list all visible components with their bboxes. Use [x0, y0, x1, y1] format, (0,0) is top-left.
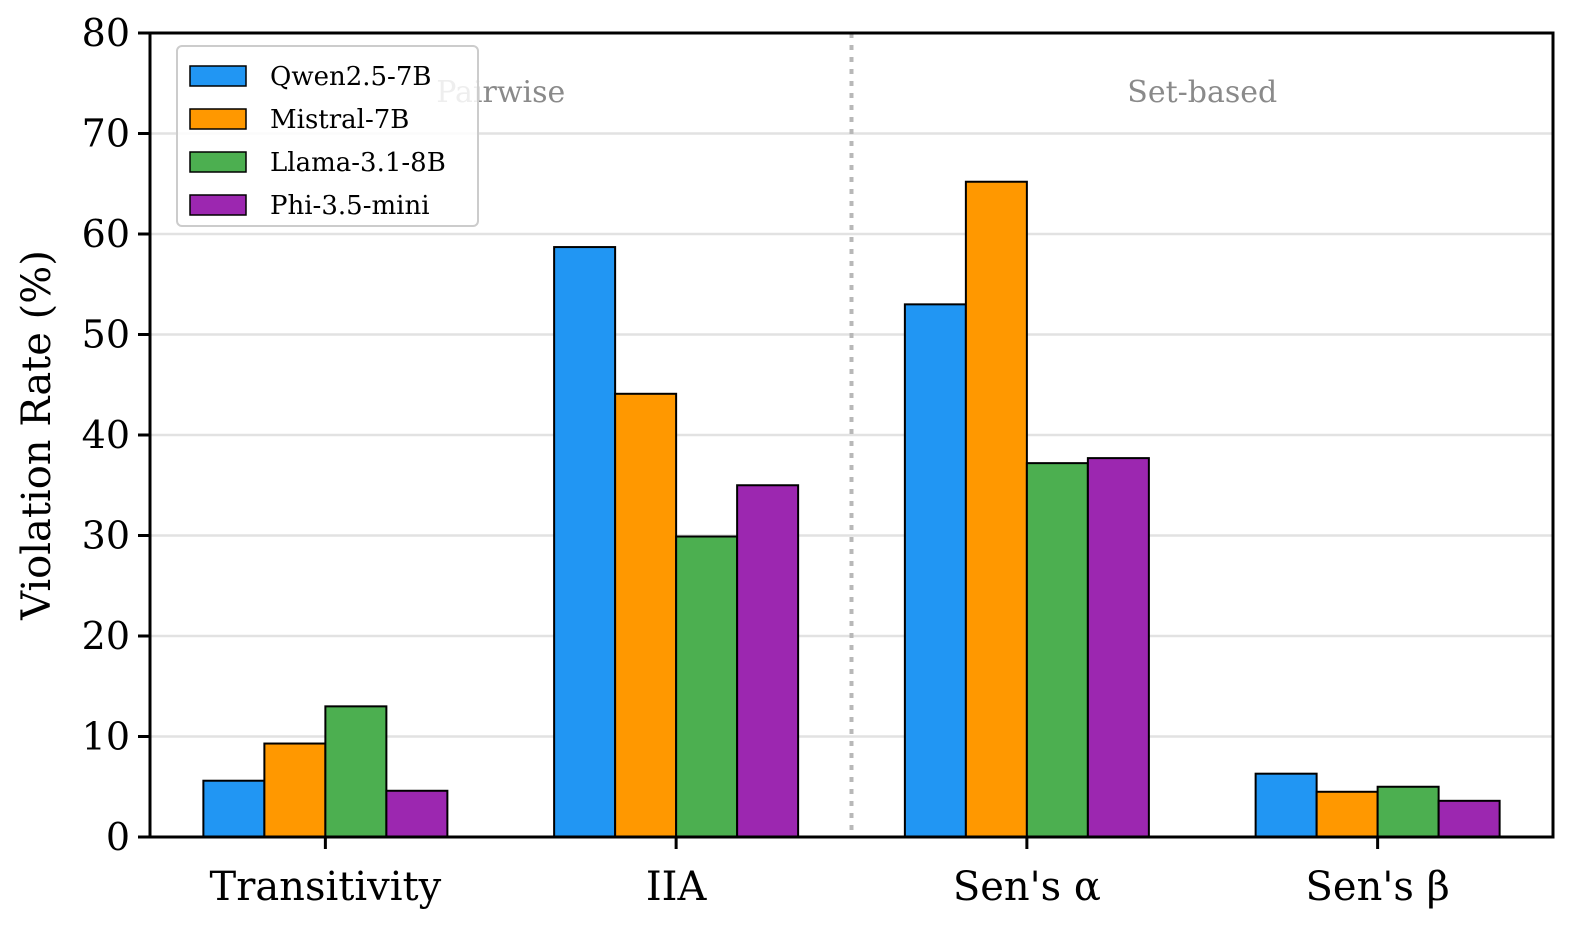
legend-swatch-1 [189, 108, 247, 130]
x-tick-label-2: Sen's α [953, 864, 1101, 910]
y-tick-label: 0 [106, 815, 130, 859]
y-ticks: 0 10 20 30 40 50 60 70 80 [82, 11, 150, 859]
y-tick-label: 10 [82, 715, 130, 759]
bar-0-2 [324, 705, 388, 838]
legend: Qwen2.5-7B Mistral-7B Llama-3.1-8B Phi-3.5-… [176, 45, 479, 227]
bar-2-1 [964, 180, 1028, 839]
bar-2-2 [1025, 462, 1089, 838]
legend-label-1: Mistral-7B [270, 105, 409, 135]
bar-1-0 [553, 246, 617, 838]
bar-1-3 [736, 484, 800, 838]
bar-1-1 [614, 392, 678, 838]
bar-0-0 [202, 779, 266, 838]
y-tick-label: 30 [82, 514, 130, 558]
legend-label-3: Phi-3.5-mini [270, 191, 430, 221]
x-tick-label-1: IIA [646, 864, 708, 910]
y-tick-label: 20 [82, 614, 130, 658]
legend-box [176, 45, 479, 227]
legend-swatch-3 [189, 194, 247, 216]
y-tick-label: 40 [82, 413, 130, 457]
y-tick-label: 80 [82, 11, 130, 55]
y-axis-title: Violation Rate (%) [14, 250, 60, 621]
y-tick-label: 50 [82, 313, 130, 357]
region-label-1: Set-based [1127, 75, 1277, 110]
region-labels: Pairwise Set-based [436, 75, 1277, 110]
legend-swatch-2 [189, 151, 247, 173]
x-ticks: Transitivity IIA Sen's α Sen's β [210, 837, 1450, 910]
bar-2-3 [1086, 457, 1150, 838]
legend-swatch-0 [189, 65, 247, 87]
bars [202, 180, 1501, 839]
bar-3-3 [1437, 799, 1501, 839]
legend-label-0: Qwen2.5-7B [270, 62, 431, 92]
bar-3-0 [1254, 772, 1318, 838]
bar-1-2 [675, 535, 739, 838]
y-tick-label: 70 [82, 112, 130, 156]
bar-3-1 [1315, 790, 1379, 839]
x-tick-label-3: Sen's β [1306, 864, 1450, 910]
y-tick-label: 60 [82, 212, 130, 256]
legend-label-2: Llama-3.1-8B [270, 148, 446, 178]
bar-0-1 [263, 742, 327, 838]
bar-0-3 [385, 789, 449, 839]
bar-2-0 [903, 303, 967, 839]
x-tick-label-0: Transitivity [210, 864, 442, 910]
bar-3-2 [1376, 785, 1440, 838]
